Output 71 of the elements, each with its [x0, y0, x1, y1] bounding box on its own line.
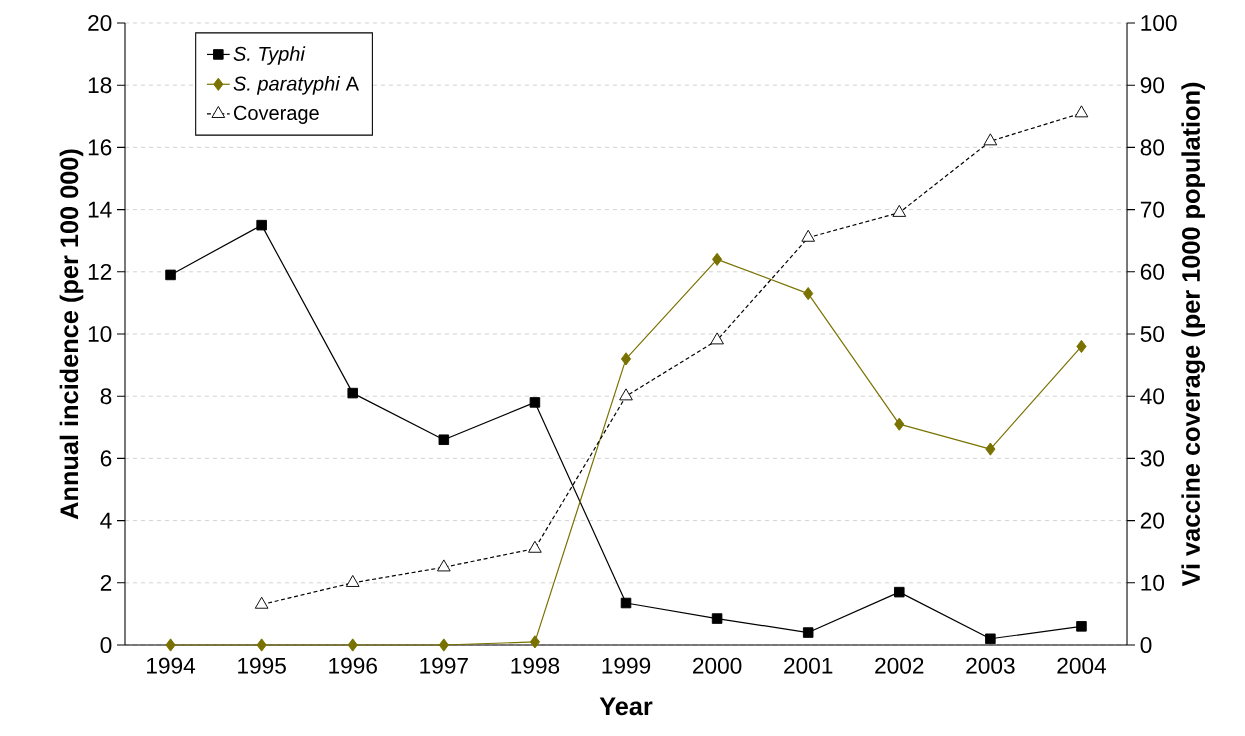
y2-tick-label: 30	[1140, 450, 1165, 467]
point	[529, 635, 540, 649]
legend-label: Coverage	[234, 105, 319, 124]
point	[711, 613, 723, 624]
point	[803, 286, 814, 301]
point	[345, 575, 360, 587]
point	[892, 204, 907, 217]
y2-tick-label: 100	[1141, 14, 1177, 32]
point	[894, 586, 905, 598]
y-tick-label: 4	[100, 512, 112, 529]
x-tick-label: 2004	[1057, 657, 1106, 674]
y-tick-label: 0	[100, 636, 112, 654]
y2-tick-label: 60	[1140, 263, 1165, 280]
y2-tick-label: 50	[1140, 325, 1165, 343]
y2-tick-label: 40	[1140, 388, 1165, 405]
point	[1076, 339, 1087, 354]
x-tick-label: 1996	[329, 657, 377, 674]
x-tick-label: 2000	[693, 657, 742, 674]
y2-axis-title: Vi vaccine coverage (per 1000 population)	[1181, 82, 1206, 587]
point	[710, 332, 724, 345]
point	[1074, 105, 1089, 118]
point	[347, 387, 358, 399]
x-tick-label: 1997	[420, 657, 468, 674]
y2-tick-label: 90	[1140, 77, 1165, 94]
x-tick-label: 1995	[238, 657, 286, 674]
point	[983, 133, 998, 146]
point	[620, 597, 632, 609]
point	[165, 638, 176, 652]
point	[620, 352, 632, 366]
point	[256, 219, 267, 231]
x-tick-label: 2002	[875, 657, 924, 674]
point	[165, 269, 176, 281]
point	[985, 633, 996, 645]
point	[894, 417, 905, 431]
y-tick-label: 12	[88, 263, 112, 280]
y-tick-label: 2	[100, 574, 112, 591]
y-tick-label: 20	[88, 14, 112, 32]
y-tick-label: 10	[88, 325, 112, 343]
point	[801, 229, 816, 242]
y-tick-label: 18	[88, 77, 112, 94]
point	[619, 388, 633, 401]
x-axis-title: Year	[599, 697, 653, 716]
y-tick-label: 14	[88, 201, 112, 218]
y-axis-title: Annual incidence (per 100 000)	[59, 149, 84, 520]
y-tick-label: 6	[100, 450, 112, 467]
point	[802, 627, 814, 638]
y-tick-label: 8	[100, 388, 112, 405]
point	[985, 442, 996, 456]
point	[438, 434, 450, 446]
y2-tick-label: 20	[1140, 512, 1165, 529]
x-tick-label: 1998	[511, 657, 560, 674]
point	[438, 638, 449, 652]
y2-tick-label: 10	[1141, 574, 1165, 591]
point	[712, 252, 723, 266]
y2-tick-label: 80	[1140, 139, 1165, 156]
point	[529, 397, 541, 408]
point	[347, 638, 358, 652]
legend-label: S. paratyphi A	[233, 76, 360, 95]
point	[528, 540, 542, 553]
x-tick-label: 2003	[966, 657, 1015, 674]
point	[254, 596, 269, 609]
legend-label: S. Typhi	[233, 46, 306, 65]
x-tick-label: 2001	[784, 657, 833, 674]
point	[1076, 621, 1087, 632]
point	[437, 559, 451, 572]
point	[256, 638, 267, 652]
y-tick-label: 16	[88, 139, 112, 156]
y2-tick-label: 0	[1140, 636, 1152, 654]
x-tick-label: 1994	[147, 657, 196, 674]
y2-tick-label: 70	[1140, 201, 1165, 218]
x-tick-label: 1999	[602, 657, 651, 674]
